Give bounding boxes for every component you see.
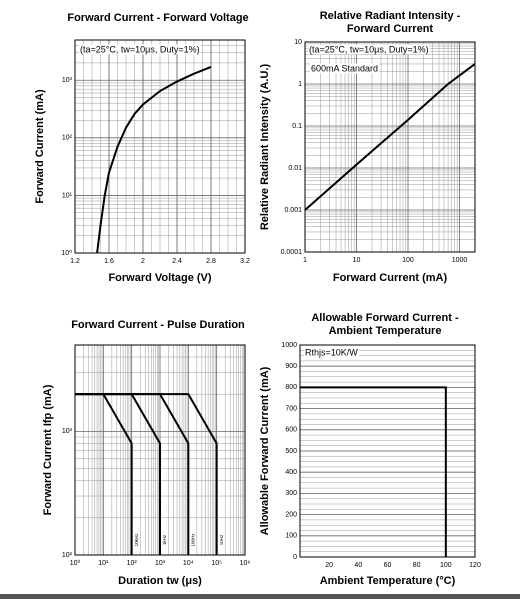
chart-title: Ambient Temperature (329, 325, 442, 337)
chart-title: Forward Current (347, 23, 434, 35)
x-tick-label: 80 (413, 562, 421, 569)
annotation: Rthjs=10K/W (305, 347, 358, 357)
y-axis-label: Relative Radiant Intensity (A.U.) (259, 64, 271, 231)
plot-frame (304, 41, 476, 253)
y-axis-label: Forward Current (mA) (34, 89, 46, 204)
bottom-bar (0, 594, 520, 599)
y-tick-label: 10² (62, 552, 73, 559)
y-tick-label: 0 (293, 554, 297, 561)
y-tick-label: 200 (285, 511, 297, 518)
y-tick-label: 700 (285, 405, 297, 412)
y-tick-label: 100 (285, 533, 297, 540)
series-label: 100Hz (191, 533, 196, 547)
y-tick-label: 10¹ (62, 192, 73, 199)
y-tick-label: 0.1 (292, 123, 302, 130)
series-line (96, 66, 212, 254)
y-tick-label: 10³ (62, 77, 73, 84)
x-tick-label: 10 (353, 257, 361, 264)
annotation-bg (304, 347, 360, 358)
x-axis-label: Ambient Temperature (°C) (320, 575, 456, 587)
x-tick-label: 10⁰ (70, 559, 81, 567)
annotation-bg (79, 44, 201, 55)
y-tick-label: 800 (285, 384, 297, 391)
y-tick-label: 900 (285, 363, 297, 370)
x-tick-label: 2.4 (172, 258, 182, 265)
annotation: 600mA Standard (311, 63, 378, 73)
series-label: 10kHz (134, 533, 139, 547)
y-tick-label: 400 (285, 469, 297, 476)
x-tick-label: 10¹ (98, 560, 109, 567)
y-tick-label: 10³ (62, 428, 73, 435)
x-tick-label: 1000 (452, 257, 468, 264)
y-axis-label: Allowable Forward Current (mA) (259, 366, 271, 535)
x-tick-label: 120 (469, 562, 481, 569)
annotation-bg (310, 63, 380, 74)
chart-title: Forward Current - Forward Voltage (67, 12, 248, 24)
x-axis-label: Forward Voltage (V) (108, 272, 211, 284)
x-tick-label: 40 (354, 562, 362, 569)
y-tick-label: 1000 (281, 342, 297, 349)
x-tick-label: 10⁵ (211, 560, 222, 567)
chart-title: Forward Current - Pulse Duration (71, 319, 245, 331)
y-tick-label: 600 (285, 427, 297, 434)
x-tick-label: 10⁴ (183, 560, 194, 567)
x-tick-label: 10⁶ (240, 560, 251, 567)
x-tick-label: 3.2 (240, 258, 250, 265)
annotation-bg (308, 44, 430, 55)
series-label: 1kHz (162, 534, 167, 545)
plot-frame (299, 344, 476, 558)
y-tick-label: 0.001 (284, 207, 302, 214)
series-line (75, 393, 218, 555)
chart-title: Relative Radiant Intensity - (320, 10, 461, 22)
y-tick-label: 10² (62, 135, 73, 142)
x-tick-label: 100 (402, 257, 414, 264)
x-tick-label: 1.2 (70, 258, 80, 265)
chart-title: Allowable Forward Current - (311, 312, 459, 324)
x-tick-label: 2 (141, 258, 145, 265)
x-tick-label: 2.8 (206, 258, 216, 265)
x-axis-label: Duration tw (μs) (118, 575, 202, 587)
y-tick-label: 300 (285, 490, 297, 497)
series-label: 10Hz (219, 534, 224, 545)
y-tick-label: 10⁰ (61, 249, 72, 257)
series-line (300, 386, 447, 557)
annotation: (ta=25°C, tw=10μs, Duty=1%) (309, 44, 429, 54)
annotation: (ta=25°C, tw=10μs, Duty=1%) (80, 44, 200, 54)
series-line (304, 63, 476, 211)
x-tick-label: 60 (384, 562, 392, 569)
y-tick-label: 0.0001 (281, 249, 303, 256)
x-axis-label: Forward Current (mA) (333, 272, 448, 284)
x-tick-label: 20 (325, 562, 333, 569)
y-tick-label: 10 (294, 39, 302, 46)
x-tick-label: 1.6 (104, 258, 114, 265)
x-tick-label: 100 (440, 562, 452, 569)
x-tick-label: 10³ (155, 560, 166, 567)
x-tick-label: 10² (127, 560, 138, 567)
plot-frame (74, 39, 246, 254)
x-tick-label: 1 (303, 257, 307, 264)
y-tick-label: 1 (298, 81, 302, 88)
y-tick-label: 500 (285, 448, 297, 455)
y-tick-label: 0.01 (288, 165, 302, 172)
y-axis-label: Forward Current Ifp (mA) (42, 384, 54, 515)
